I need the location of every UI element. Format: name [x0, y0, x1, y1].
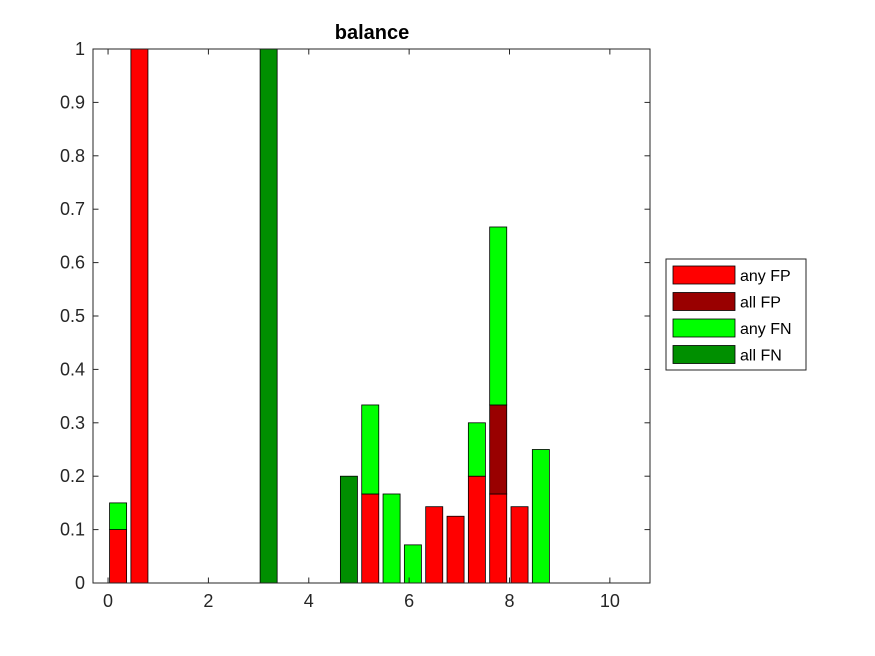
bar-any-fp-11 [510, 506, 529, 584]
bar-any-fn-5 [382, 493, 401, 584]
x-tick-label-1: 2 [203, 591, 213, 611]
bar-any-fp-9 [467, 475, 486, 584]
x-tick-label-2: 4 [304, 591, 314, 611]
x-tick-label-5: 10 [600, 591, 620, 611]
bar-any-fn-12 [531, 449, 550, 584]
y-tick-label-1: 0.1 [60, 520, 85, 540]
bar-any-fn-0 [109, 502, 128, 530]
bar-any-fn-10 [489, 226, 508, 406]
bar-all-fn-2 [259, 48, 278, 584]
legend: any FP all FP any FN all FN [665, 258, 807, 371]
legend-swatch-1 [672, 292, 736, 311]
bar-any-fp-0 [109, 529, 128, 584]
y-tick-label-7: 0.7 [60, 199, 85, 219]
y-tick-label-2: 0.2 [60, 466, 85, 486]
x-tick-label-0: 0 [103, 591, 113, 611]
y-tick-label-10: 1 [75, 39, 85, 59]
bar-any-fn-9 [467, 422, 486, 477]
y-tick-label-5: 0.5 [60, 306, 85, 326]
y-tick-label-0: 0 [75, 573, 85, 593]
x-tick-label-3: 6 [404, 591, 414, 611]
bar-any-fp-1 [130, 48, 149, 584]
legend-label-2: any FN [740, 321, 792, 338]
x-tick-label-4: 8 [504, 591, 514, 611]
bar-any-fp-10 [489, 493, 508, 584]
legend-swatch-0 [672, 265, 736, 285]
bar-any-fn-4 [361, 404, 380, 495]
bar-all-fp-10 [489, 404, 508, 495]
y-tick-label-9: 0.9 [60, 92, 85, 112]
y-tick-label-4: 0.4 [60, 359, 85, 379]
y-tick-label-6: 0.6 [60, 253, 85, 273]
legend-label-0: any FP [740, 268, 791, 285]
chart-title: balance [335, 22, 409, 44]
bars [109, 48, 550, 584]
axes: 0 2 4 6 8 10 0 0.1 0.2 0.3 0.4 0.5 0.6 0.7 0.8 0.9 1 [60, 39, 651, 611]
bar-any-fp-8 [446, 515, 465, 584]
y-tick-label-8: 0.8 [60, 146, 85, 166]
legend-swatch-3 [672, 345, 736, 364]
legend-label-3: all FN [740, 348, 782, 365]
legend-swatch-2 [672, 318, 736, 338]
bar-all-fn-3 [339, 475, 358, 584]
bar-any-fp-4 [361, 493, 380, 584]
legend-label-1: all FP [740, 295, 781, 312]
bar-any-fn-6 [403, 544, 422, 584]
bar-any-fp-7 [425, 506, 444, 584]
y-tick-label-3: 0.3 [60, 413, 85, 433]
